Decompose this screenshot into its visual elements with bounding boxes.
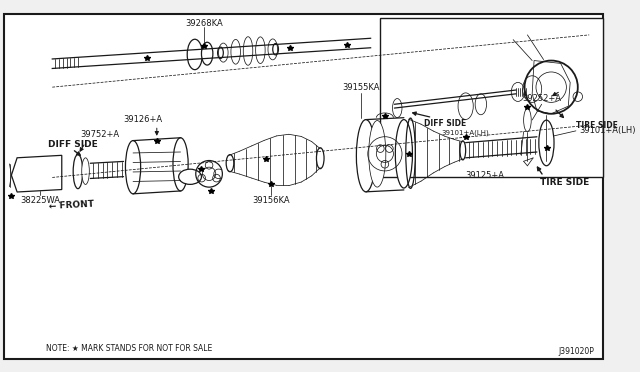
Text: NOTE: ★ MARK STANDS FOR NOT FOR SALE: NOTE: ★ MARK STANDS FOR NOT FOR SALE [45,344,212,353]
Text: 39101+A(LH): 39101+A(LH) [580,126,636,135]
Ellipse shape [231,39,241,64]
Text: 39126+A: 39126+A [123,115,162,124]
Text: TIRE SIDE: TIRE SIDE [576,121,618,130]
Ellipse shape [243,37,253,65]
Text: DIFF SIDE: DIFF SIDE [47,140,97,149]
Ellipse shape [539,120,554,166]
Text: J391020P: J391020P [558,347,594,356]
Text: TIRE SIDE: TIRE SIDE [540,178,589,187]
Ellipse shape [356,119,376,192]
Ellipse shape [73,154,83,189]
Ellipse shape [202,42,213,65]
Ellipse shape [255,37,265,64]
Text: ← FRONT: ← FRONT [49,199,94,211]
Text: DIFF SIDE: DIFF SIDE [424,119,466,128]
Ellipse shape [369,121,386,187]
Bar [380,18,604,177]
Ellipse shape [173,138,188,191]
Text: 39268KA: 39268KA [186,19,223,28]
Ellipse shape [82,158,90,185]
Text: 39101+A(LH): 39101+A(LH) [442,129,490,136]
Polygon shape [12,155,62,192]
Ellipse shape [125,141,141,194]
Text: 38225WA: 38225WA [20,196,60,205]
Ellipse shape [179,169,202,185]
Text: 39252+A: 39252+A [522,94,561,103]
Ellipse shape [188,39,202,70]
Ellipse shape [396,119,412,188]
Text: 39155KA: 39155KA [342,83,380,92]
Ellipse shape [219,43,228,62]
Text: 39752+A: 39752+A [80,130,119,139]
Text: 39125+A: 39125+A [465,171,504,180]
Text: 39156KA: 39156KA [252,196,290,205]
Ellipse shape [268,39,278,60]
